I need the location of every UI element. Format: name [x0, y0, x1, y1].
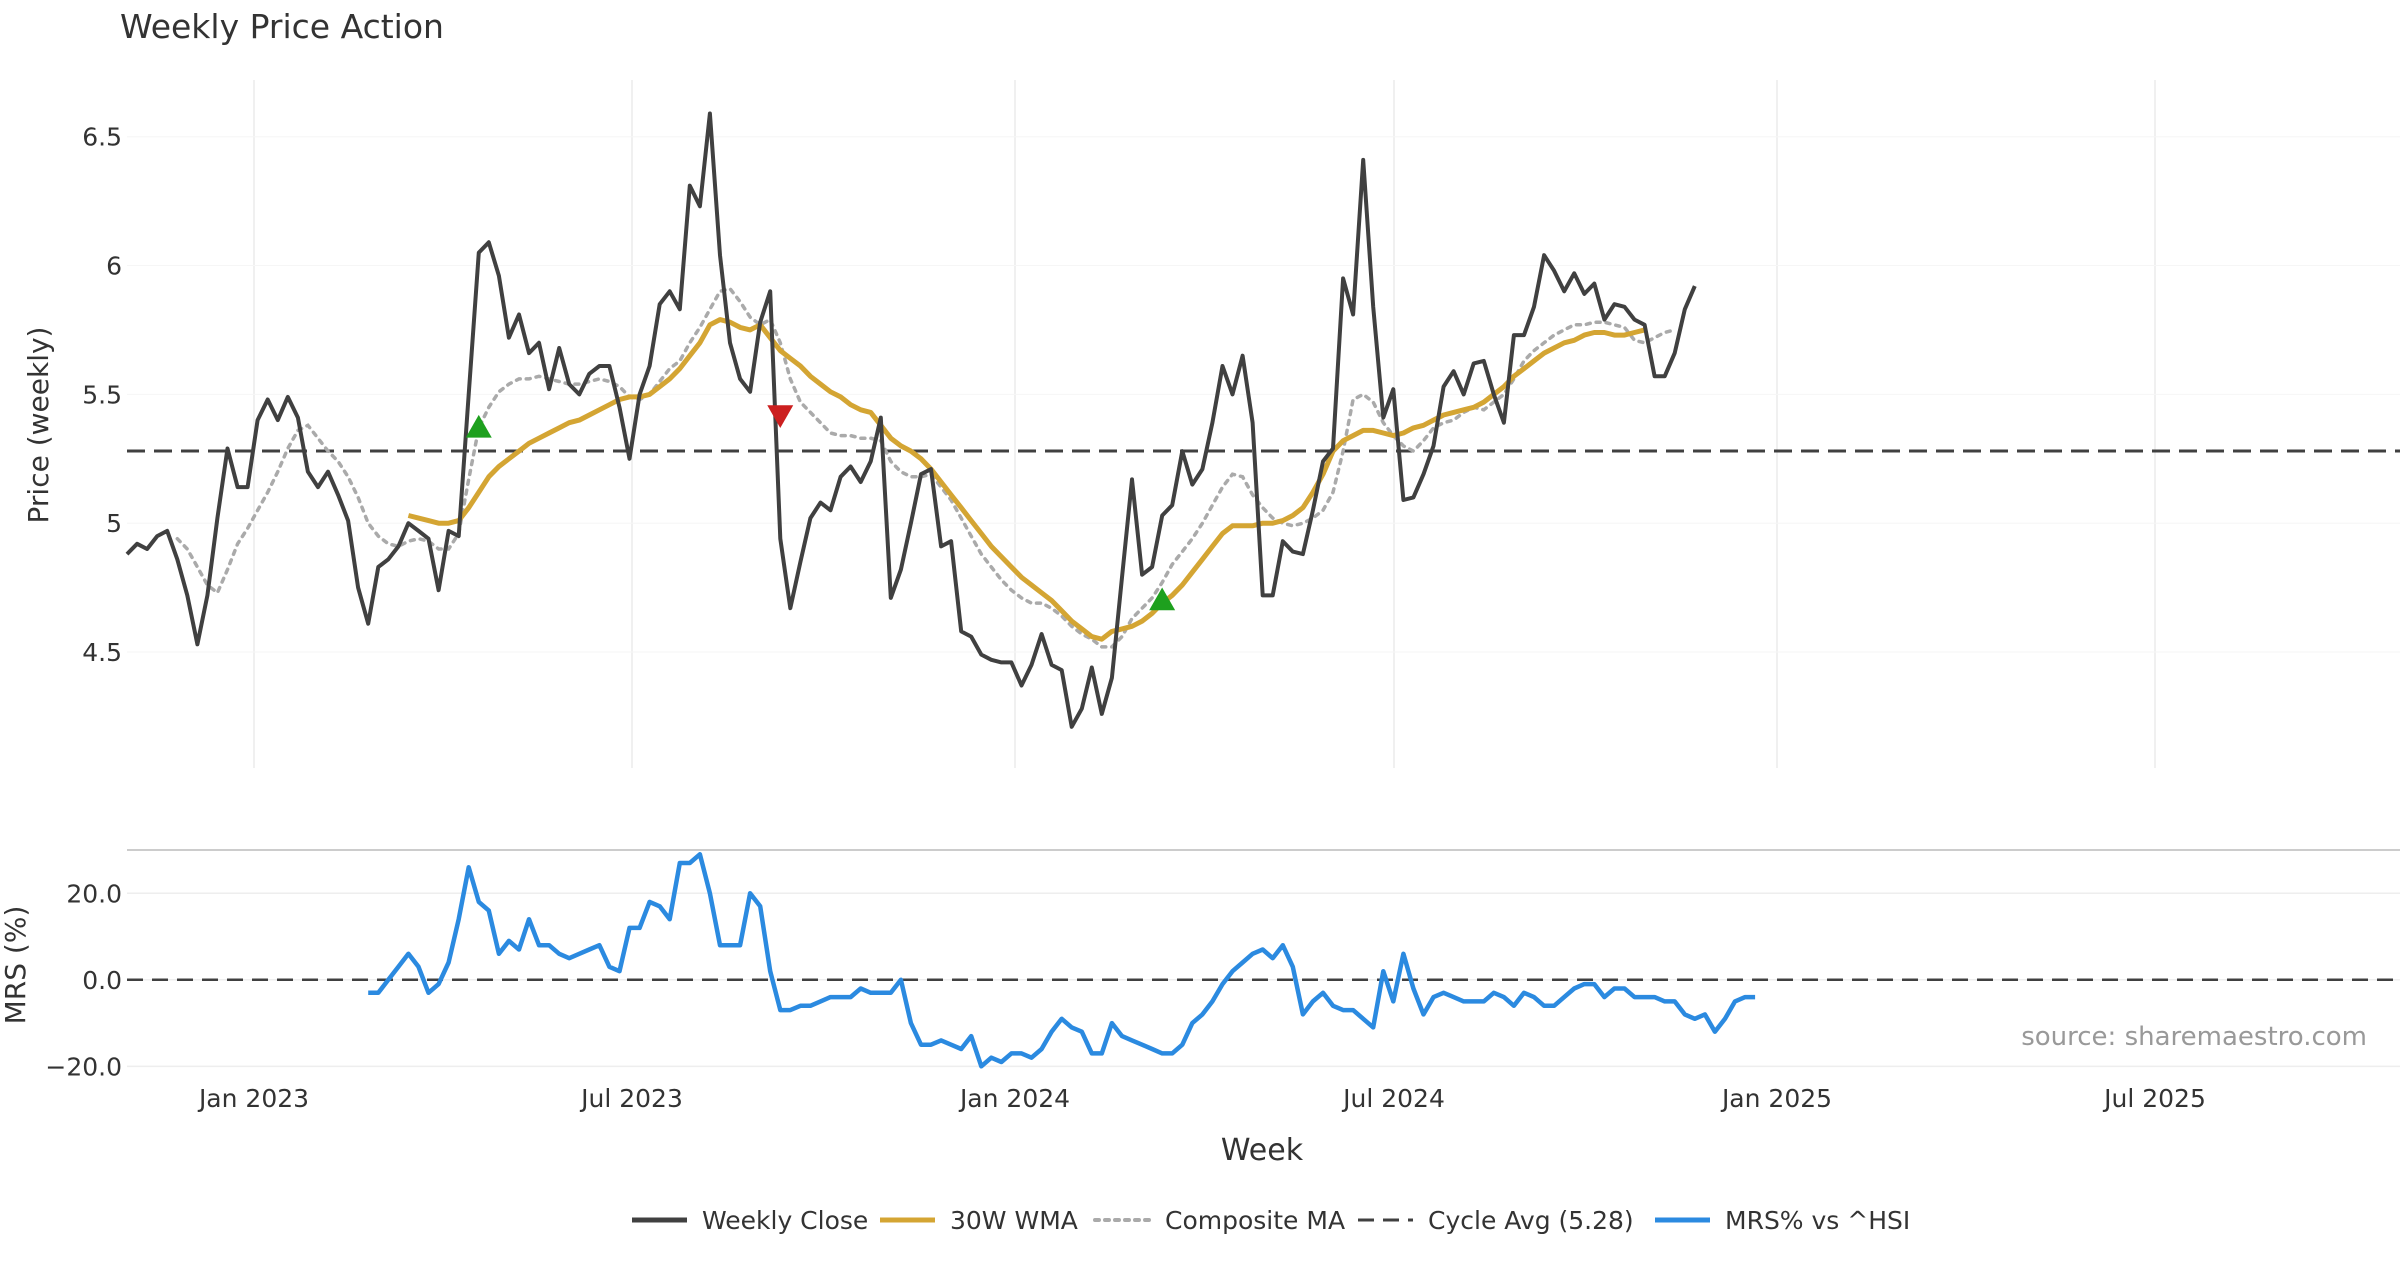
price-ytick-label: 6 [106, 252, 122, 281]
composite-ma-line [175, 286, 1677, 649]
price-yticks: 4.5 5 5.5 6 6.5 [82, 123, 122, 667]
legend: Weekly Close 30W WMA Composite MA Cycle Avg… [632, 1206, 1910, 1235]
legend-label: Weekly Close [702, 1206, 868, 1235]
source-label: source: sharemaestro.com [2021, 1022, 2367, 1052]
mrs-ytick-label: 20.0 [66, 879, 122, 908]
price-ytick-label: 6.5 [82, 123, 122, 152]
price-grid [127, 80, 2400, 851]
mrs-ytick-label: 0.0 [82, 966, 122, 995]
legend-label: Cycle Avg (5.28) [1428, 1206, 1634, 1235]
x-tick-label: Jan 2024 [958, 1084, 1070, 1113]
weekly-close-line [125, 111, 1697, 729]
mrs-series [127, 852, 2400, 1069]
chart-title: Weekly Price Action [120, 7, 444, 46]
x-tick-label: Jan 2025 [1720, 1084, 1832, 1113]
x-tick-label: Jan 2023 [197, 1084, 309, 1113]
buy-signal-marker [465, 414, 492, 438]
x-tick-label: Jul 2024 [1341, 1084, 1445, 1113]
legend-label: Composite MA [1165, 1206, 1345, 1235]
mrs-yticks: −20.0 0.0 20.0 [45, 879, 122, 1081]
mrs-ylabel: MRS (%) [0, 906, 32, 1025]
mrs-ytick-label: −20.0 [45, 1052, 122, 1081]
buy-signal-marker [1149, 587, 1176, 611]
price-ylabel: Price (weekly) [22, 327, 55, 524]
sell-signal-marker [767, 405, 794, 428]
price-ytick-label: 5 [106, 509, 122, 538]
x-tick-label: Jul 2025 [2102, 1084, 2206, 1113]
x-tick-label: Jul 2023 [579, 1084, 683, 1113]
x-axis-label: Week [1221, 1133, 1304, 1168]
x-ticks: Jan 2023 Jul 2023 Jan 2024 Jul 2024 Jan 2025… [197, 1084, 2206, 1113]
price-series [125, 111, 2400, 729]
legend-label: 30W WMA [950, 1206, 1078, 1235]
mrs-line [368, 852, 1756, 1069]
legend-label: MRS% vs ^HSI [1725, 1206, 1910, 1235]
wma-30w-line [407, 317, 1646, 642]
price-ytick-label: 5.5 [82, 380, 122, 409]
price-ytick-label: 4.5 [82, 638, 122, 667]
